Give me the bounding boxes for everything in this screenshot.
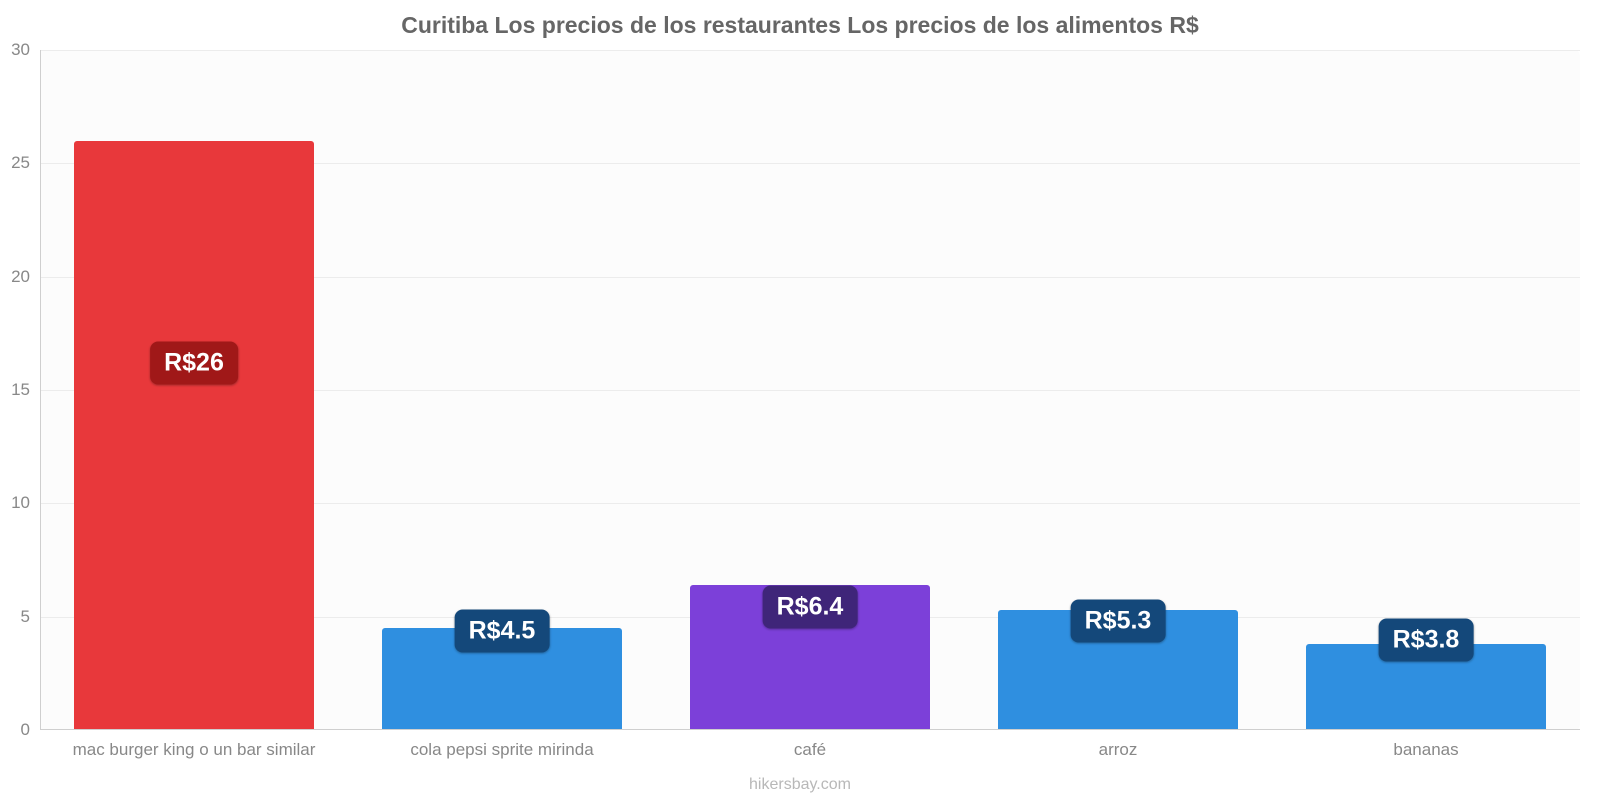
y-tick-label: 10 bbox=[11, 493, 30, 513]
x-tick-label: arroz bbox=[1099, 740, 1138, 760]
bar: R$3.8 bbox=[1306, 644, 1546, 730]
chart-title: Curitiba Los precios de los restaurantes… bbox=[0, 12, 1600, 39]
bar: R$4.5 bbox=[382, 628, 622, 730]
y-tick-label: 15 bbox=[11, 380, 30, 400]
y-tick-label: 30 bbox=[11, 40, 30, 60]
bars-container: R$26 R$4.5 R$6.4 R$5.3 R$3.8 bbox=[40, 50, 1580, 730]
bar-slot: R$3.8 bbox=[1272, 50, 1580, 730]
price-chart: Curitiba Los precios de los restaurantes… bbox=[0, 0, 1600, 800]
plot-area: 051015202530 R$26R$4.5R$6.4R$5.3R$3.8 ma… bbox=[40, 50, 1580, 730]
bar-slot: R$5.3 bbox=[964, 50, 1272, 730]
y-tick-label: 5 bbox=[21, 607, 30, 627]
x-tick-label: bananas bbox=[1393, 740, 1458, 760]
y-tick-label: 0 bbox=[21, 720, 30, 740]
y-tick-label: 25 bbox=[11, 153, 30, 173]
bar-value-label: R$4.5 bbox=[455, 609, 550, 652]
x-axis-line bbox=[40, 729, 1580, 730]
bar-value-label: R$3.8 bbox=[1379, 618, 1474, 661]
bar-value-label: R$5.3 bbox=[1071, 599, 1166, 642]
bar-slot: R$26 bbox=[40, 50, 348, 730]
y-axis-line bbox=[40, 50, 41, 730]
bar: R$26 bbox=[74, 141, 314, 730]
bar-value-label: R$26 bbox=[150, 341, 238, 384]
x-tick-label: café bbox=[794, 740, 826, 760]
bar-value-label: R$6.4 bbox=[763, 586, 858, 629]
bar: R$6.4 bbox=[690, 585, 930, 730]
x-tick-label: mac burger king o un bar similar bbox=[73, 740, 316, 760]
bar: R$5.3 bbox=[998, 610, 1238, 730]
y-tick-label: 20 bbox=[11, 267, 30, 287]
attribution-text: hikersbay.com bbox=[0, 776, 1600, 794]
bar-slot: R$4.5 bbox=[348, 50, 656, 730]
x-tick-label: cola pepsi sprite mirinda bbox=[410, 740, 593, 760]
bar-slot: R$6.4 bbox=[656, 50, 964, 730]
